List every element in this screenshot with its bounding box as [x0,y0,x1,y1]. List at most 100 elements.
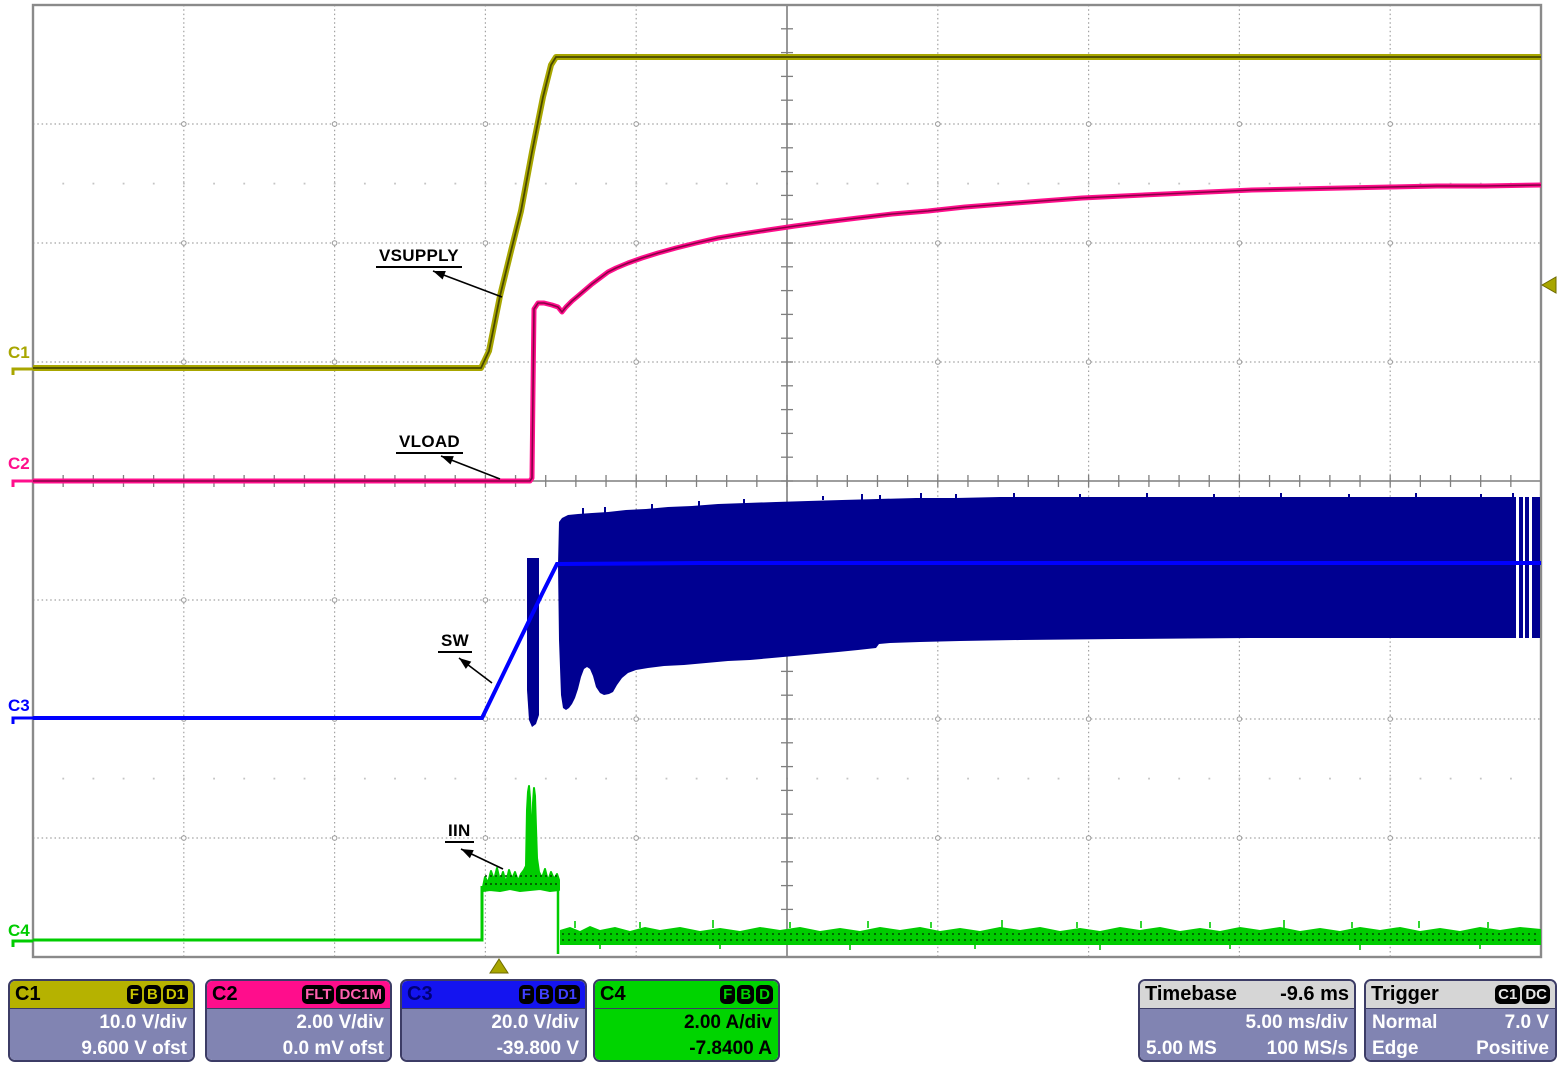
channel-box-c4-body: 2.00 A/div -7.8400 A [595,1009,778,1060]
leader-arrowhead [441,456,454,465]
grid-dot [876,777,879,780]
trigger-type: Edge [1372,1038,1419,1059]
grid-dot [213,182,215,185]
timebase-box[interactable]: Timebase -9.6 ms 5.00 ms/div 5.00 MS 100… [1138,979,1356,1062]
grid-dot [92,182,95,185]
channel-zero-stub [11,716,33,724]
grid-dot [1087,182,1090,185]
c4-noise-tick [599,945,601,949]
c3-band-noise-tick [955,494,957,499]
grid-dot [1359,777,1362,780]
c4-noise-tick [849,945,851,950]
grid-dot [363,777,366,780]
offset-value: -7.8400 A [689,1038,772,1059]
amps-per-div: 2.00 A/div [683,1012,772,1033]
c4-noise-tick [639,922,641,928]
grid-dot [394,777,396,780]
grid-circle [1085,240,1092,246]
grid-dot [725,182,728,185]
grid-dot [243,777,246,780]
grid-circle [331,240,338,246]
c3-band-noise-tick [1013,493,1015,499]
channel-marker-c4[interactable]: C4 [8,921,30,940]
grid-dot [303,777,306,780]
grid-dot [303,182,306,185]
grid-dot [635,182,638,185]
grid-dot [484,777,487,780]
grid-dot [1419,182,1422,185]
sample-rate: 100 MS/s [1266,1038,1348,1059]
grid-dot [243,182,246,185]
trigger-level-marker [1540,276,1557,294]
grid-dot [273,777,276,780]
grid-circle [1085,835,1092,841]
channel-box-c4-header: C4 F B D [595,981,778,1009]
c4-noise-tick [1229,945,1231,949]
timebase-title: Timebase [1145,983,1237,1005]
timebase-header: Timebase -9.6 ms [1140,981,1354,1009]
channel-marker-c1[interactable]: C1 [8,343,30,362]
volts-per-div: 2.00 V/div [296,1012,384,1033]
grid-dot [1178,777,1181,780]
grid-dot [1148,777,1150,780]
grid-dot [846,182,849,185]
grid-dot [1419,777,1422,780]
grid-dot [906,182,909,185]
grid-dot [1268,777,1271,780]
c4-noise-tick [930,922,932,928]
channel-marker-c2[interactable]: C2 [8,454,30,473]
channel-marker-c3[interactable]: C3 [8,696,30,715]
grid-circle [1085,359,1092,365]
channel-badges: F B D1 [126,985,188,1004]
time-per-div: 5.00 ms/div [1245,1012,1348,1033]
badge-flt: FLT [302,985,335,1004]
channel-zero-stub [11,479,33,487]
grid-circle [181,240,187,246]
channel-id-label: C1 [15,983,41,1005]
c4-iin-baseline [33,886,484,942]
grid-dot [816,182,819,185]
channel-box-c3[interactable]: C3 F B D1 20.0 V/div -39.800 V [400,979,587,1062]
grid-dot [1238,777,1241,780]
grid-dot [183,777,185,780]
grid-dot [1449,777,1452,780]
grid-circle [1387,121,1393,127]
grid-dot [846,777,849,780]
channel-box-c1-header: C1 F B D1 [10,981,193,1009]
c3-band-noise-tick [698,501,700,506]
grid-circle [1085,716,1092,722]
grid-dot [937,182,939,185]
channel-box-c2[interactable]: C2 FLT DC1M 2.00 V/div 0.0 mV ofst [205,979,392,1062]
volts-per-div: 10.0 V/div [99,1012,187,1033]
grid-circle [331,835,338,841]
c3-band-noise-tick [861,494,863,500]
timebase-body: 5.00 ms/div 5.00 MS 100 MS/s [1140,1009,1354,1060]
grid-circle [1236,240,1243,246]
channel-box-c3-body: 20.0 V/div -39.800 V [402,1009,585,1060]
c3-band-noise-tick [1512,493,1514,499]
c3-band-noise-tick [651,504,653,509]
channel-box-c4[interactable]: C4 F B D 2.00 A/div -7.8400 A [593,979,780,1062]
grid-dot [454,182,457,185]
grid-circle [331,121,338,127]
c3-band-gap [1523,497,1525,638]
channel-box-c1[interactable]: C1 F B D1 10.0 V/div 9.600 V ofst [8,979,195,1062]
c4-noise-tick [1099,945,1101,950]
trigger-level: 7.0 V [1504,1012,1549,1033]
grid-dot [514,777,517,780]
grid-dot [424,777,427,780]
badge-dc1m: DC1M [336,985,385,1004]
c3-band-noise-tick [1146,493,1148,499]
c4-noise-tick [1351,922,1353,928]
grid-dot [605,182,608,185]
grid-circle [1387,835,1393,841]
channel-id-label: C3 [407,983,433,1005]
trigger-box[interactable]: Trigger C1 DC Normal 7.0 V Edge Positive [1364,979,1557,1062]
c3-band-gap [1516,497,1519,638]
grid-circle [1085,121,1092,127]
grid-circle [482,240,489,246]
c3-band-noise-tick [1415,493,1417,499]
grid-circle [482,597,489,603]
trigger-title: Trigger [1371,983,1439,1005]
c4-noise-tick [974,945,976,949]
